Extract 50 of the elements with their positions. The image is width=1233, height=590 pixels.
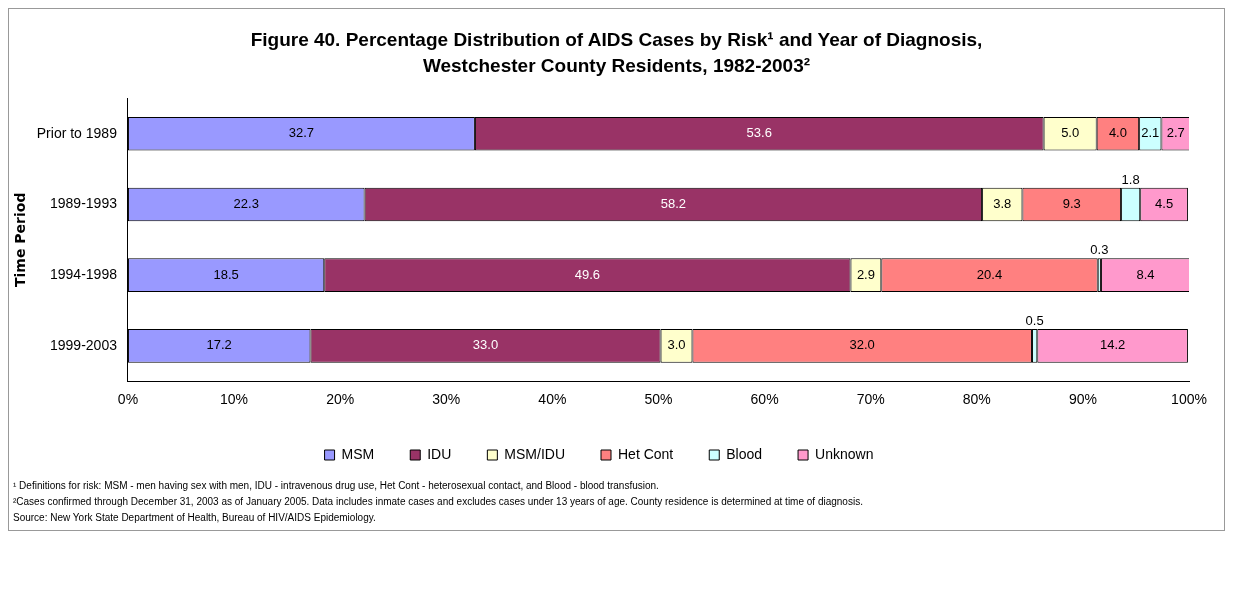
y-tick-label: 1989-1993 <box>50 195 118 212</box>
x-tick-label: 60% <box>750 391 779 408</box>
data-label: 14.2 <box>1099 337 1126 353</box>
x-tick-label: 0% <box>117 391 139 408</box>
y-tick-label: 1999-2003 <box>50 336 118 353</box>
data-label: 0.3 <box>1090 242 1109 258</box>
x-tick-label: 40% <box>538 391 567 408</box>
data-label: 22.3 <box>233 196 259 212</box>
y-tick-label: 1994-1998 <box>50 266 118 283</box>
data-label: 32.7 <box>288 125 315 141</box>
legend-label: IDU <box>427 445 452 462</box>
legend-label: Blood <box>726 445 763 462</box>
legend-label: Unknown <box>815 445 874 462</box>
data-label: 18.5 <box>213 266 239 282</box>
source-note: Source: New York State Department of Health, Bureau of HIV/AIDS Epidemiology. <box>13 511 377 525</box>
data-label: 9.3 <box>1062 196 1081 212</box>
text: ¹ Definitions for risk: MSM - men having sex with men, IDU - intravenous drug use, Het Cont - heterosexual contact, and Blood - blood transfusion. <box>13 479 660 493</box>
x-tick-label: 50% <box>644 391 673 408</box>
y-axis-title: Time Period <box>12 192 29 287</box>
data-label: 33.0 <box>472 337 499 353</box>
x-tick-label: 70% <box>856 391 885 408</box>
x-tick-label: 30% <box>432 391 461 408</box>
chart-title: Figure 40. Percentage Distribution of AIDS Cases by Risk¹ and Year of Diagnosis, Westchester County Residents, 1982-2003² <box>249 28 984 78</box>
data-label: 2.7 <box>1166 125 1185 141</box>
data-label: 1.8 <box>1121 171 1140 187</box>
data-label: 8.4 <box>1136 266 1155 282</box>
x-tick-label: 100% <box>1171 391 1207 408</box>
data-label: 4.5 <box>1155 196 1174 212</box>
data-label: 2.9 <box>856 266 875 282</box>
data-label: 58.2 <box>660 196 686 212</box>
data-label: 3.8 <box>993 196 1012 212</box>
legend-label: MSM/IDU <box>504 445 566 462</box>
data-label: 20.4 <box>976 266 1003 282</box>
data-label: 4.0 <box>1108 125 1127 141</box>
data-label: 53.6 <box>746 125 772 141</box>
x-tick-label: 20% <box>326 391 355 408</box>
data-label: 0.5 <box>1025 313 1044 329</box>
x-tick-label: 90% <box>1068 391 1097 408</box>
x-tick-label: 80% <box>962 391 991 408</box>
data-label: 17.2 <box>206 337 232 353</box>
legend-label: MSM <box>341 445 375 462</box>
text: ²Cases confirmed through December 31, 2003 as of January 2005. Data includes inmate cases and excludes cases under 13 years of age. County residence is determined at time of diagnosis. <box>13 495 864 509</box>
data-label: 49.6 <box>574 266 601 282</box>
y-tick-label: Prior to 1989 <box>36 124 118 141</box>
data-label: 5.0 <box>1061 125 1080 141</box>
data-label: 2.1 <box>1141 125 1160 141</box>
data-label: 3.0 <box>667 337 686 353</box>
data-label: 32.0 <box>849 337 875 353</box>
x-tick-label: 10% <box>220 391 249 408</box>
legend-label: Het Cont <box>618 445 674 462</box>
